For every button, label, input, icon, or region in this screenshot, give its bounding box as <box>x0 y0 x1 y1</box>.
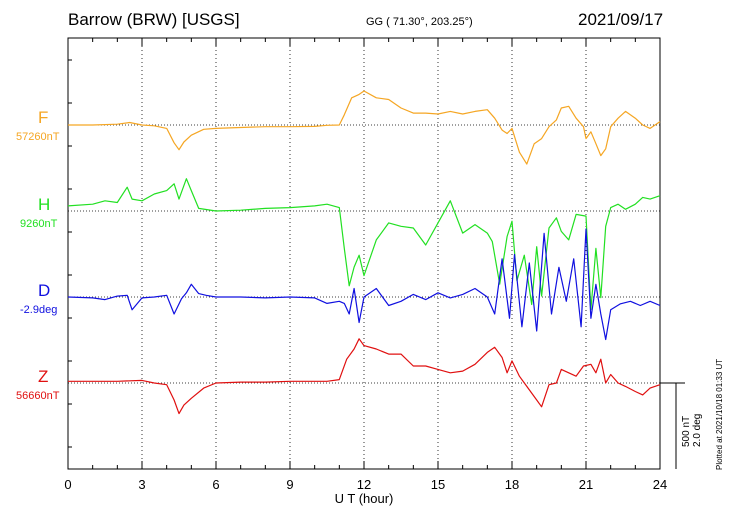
series-line-z <box>68 338 661 415</box>
series-label-z: Z <box>38 367 49 386</box>
station-title: Barrow (BRW) [USGS] <box>68 10 240 29</box>
baseline-label-f: 57260nT <box>16 131 60 143</box>
x-tick-label: 21 <box>579 477 593 492</box>
scale-nt-label: 500 nT <box>681 415 692 447</box>
x-tick-label: 0 <box>64 477 71 492</box>
x-tick-label: 12 <box>357 477 371 492</box>
series-line-f <box>68 90 661 165</box>
series-label-h: H <box>38 195 51 214</box>
x-tick-label: 3 <box>138 477 145 492</box>
series-line-d <box>67 228 661 341</box>
scale-deg-label: 2.0 deg <box>692 413 703 447</box>
x-tick-label: 24 <box>653 477 667 492</box>
plotted-timestamp: Plotted at 2021/10/18 01:33 UT <box>715 358 724 470</box>
baseline-label-h: 9260nT <box>20 218 58 230</box>
series-label-f: F <box>38 108 49 127</box>
baseline-label-d: -2.9deg <box>20 304 58 316</box>
series-label-d: D <box>38 281 51 300</box>
x-tick-label: 18 <box>505 477 519 492</box>
station-coordinates: GG ( 71.30°, 203.25°) <box>366 16 473 28</box>
x-tick-label: 9 <box>286 477 293 492</box>
x-tick-label: 15 <box>431 477 445 492</box>
baseline-label-z: 56660nT <box>16 390 60 402</box>
date-label: 2021/09/17 <box>578 10 664 29</box>
x-axis-label: U T (hour) <box>335 491 394 506</box>
x-tick-label: 6 <box>212 477 219 492</box>
